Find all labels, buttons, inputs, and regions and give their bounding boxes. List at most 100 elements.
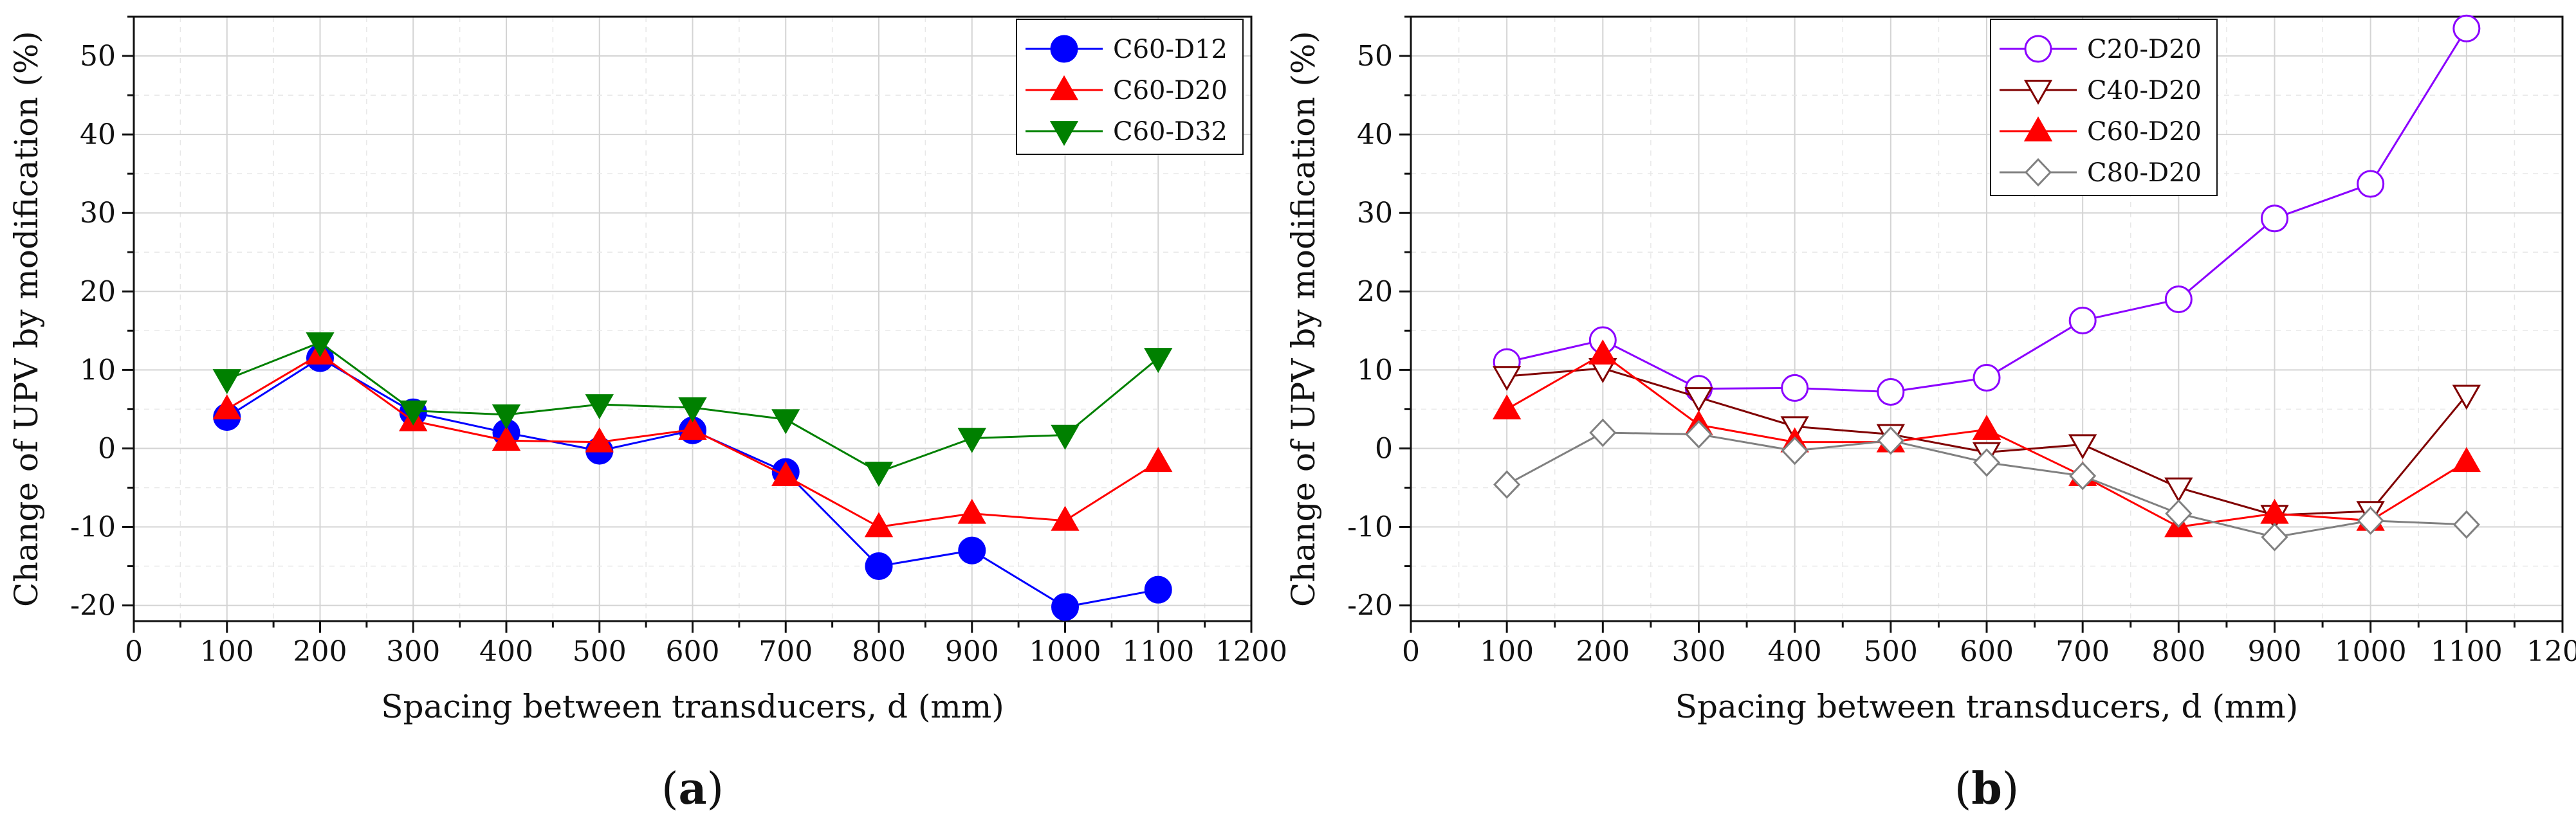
legend-label: C60-D20	[2087, 117, 2202, 147]
data-point	[1051, 424, 1080, 450]
data-point	[2261, 523, 2288, 552]
legend-label: C20-D20	[2087, 35, 2202, 64]
y-axis-label: Change of UPV by modification (%)	[1285, 31, 1322, 607]
data-point	[864, 512, 894, 538]
data-point	[492, 426, 521, 451]
panel-label-open: (	[661, 764, 679, 815]
data-point	[1684, 387, 1713, 413]
x-tick-label: 700	[759, 635, 813, 668]
x-tick-label: 200	[293, 635, 347, 668]
x-tick-label: 100	[1480, 635, 1534, 668]
x-tick-label: 100	[200, 635, 254, 668]
x-tick-label: 1100	[1122, 635, 1194, 668]
x-tick-label: 400	[1768, 635, 1822, 668]
data-point	[585, 427, 614, 453]
data-point	[1492, 394, 1522, 420]
data-point	[1492, 366, 1522, 392]
legend-marker	[2023, 116, 2053, 141]
panel-label-letter: b	[1971, 763, 2002, 815]
series-group	[1492, 14, 2481, 552]
y-tick-label: -20	[1347, 590, 1393, 622]
y-tick-label: 30	[1357, 197, 1393, 230]
legend-marker	[2023, 80, 2053, 105]
x-tick-label: 1200	[2526, 635, 2576, 668]
x-tick-label: 700	[2056, 635, 2110, 668]
x-tick-label: 1100	[2431, 635, 2503, 668]
data-point	[1589, 418, 1617, 448]
data-point	[1972, 415, 2001, 440]
y-axis: -20 -10 0 10 20 30 40 50	[1347, 15, 1411, 622]
data-point	[957, 498, 986, 524]
panel-b: 0100200300400500600700800900100011001200…	[1285, 14, 2576, 815]
data-point	[585, 394, 614, 420]
x-tick-label: 600	[1960, 635, 2014, 668]
x-tick-label: 1000	[1029, 635, 1101, 668]
data-point	[2164, 285, 2193, 313]
y-tick-label: 30	[80, 197, 116, 230]
legend-marker	[2024, 35, 2052, 63]
x-tick-label: 300	[386, 635, 440, 668]
panel-label: (b)	[1955, 763, 2019, 815]
y-tick-label: -10	[1347, 511, 1393, 544]
data-point	[2357, 506, 2384, 535]
panel-label-letter: a	[678, 763, 706, 815]
data-point	[1051, 505, 1080, 531]
y-tick-label: -20	[70, 590, 116, 622]
data-point	[212, 394, 241, 420]
legend-marker	[1049, 121, 1079, 147]
x-axis: 0 100 200 300 400 500 600 700 800 900 1000 1100 1200	[125, 621, 1287, 668]
y-tick-label: 40	[80, 118, 116, 151]
x-tick-label: 900	[2248, 635, 2302, 668]
data-point	[2261, 204, 2288, 233]
legend-marker	[1050, 35, 1078, 63]
legend-label: C40-D20	[2087, 76, 2202, 105]
data-point	[492, 404, 521, 430]
x-tick-label: 900	[945, 635, 999, 668]
legend-marker	[2024, 158, 2052, 187]
legend-label: C60-D20	[1113, 76, 1228, 105]
data-point	[865, 552, 893, 581]
data-point	[2068, 306, 2097, 334]
x-tick-label: 500	[1864, 635, 1918, 668]
panel-a: 0 100 200 300 400 500 600 700 800 900 1000 1100 1200…	[8, 15, 1287, 815]
legend: C60-D12 C60-D20 C60-D32	[1016, 19, 1244, 155]
y-tick-label: 10	[80, 354, 116, 386]
y-tick-label: 40	[1357, 118, 1393, 151]
data-point	[2452, 384, 2481, 410]
data-point	[1973, 448, 2001, 477]
data-point	[2069, 461, 2097, 491]
legend-label: C60-D12	[1113, 35, 1228, 64]
data-point	[1781, 436, 1808, 466]
x-tick-label: 300	[1672, 635, 1726, 668]
legend-marker	[1049, 75, 1079, 100]
y-tick-label: 0	[1375, 432, 1393, 465]
data-point	[864, 462, 894, 487]
series-group	[212, 332, 1173, 621]
data-point	[2164, 477, 2193, 503]
x-tick-label: 200	[1576, 635, 1630, 668]
x-axis-label: Spacing between transducers, d (mm)	[381, 688, 1004, 725]
data-point	[2357, 170, 2385, 198]
grid	[1411, 17, 2562, 621]
panel-label-close: )	[2002, 764, 2019, 815]
y-tick-label: 0	[98, 432, 116, 465]
x-tick-label: 0	[1402, 635, 1420, 668]
y-tick-label: -10	[70, 511, 116, 544]
data-point	[1588, 339, 1617, 365]
legend: C20-D20 C40-D20 C60-D20 C80-D20	[1990, 19, 2218, 196]
series-c20-d20	[1493, 14, 2481, 406]
data-point	[771, 409, 800, 435]
x-tick-label: 600	[666, 635, 720, 668]
data-point	[958, 536, 986, 565]
y-axis: -20 -10 0 10 20 30 40 50	[70, 15, 134, 622]
data-point	[1877, 426, 1904, 455]
data-point	[678, 397, 707, 422]
x-tick-label: 1200	[1215, 635, 1287, 668]
x-tick-label: 1000	[2335, 635, 2407, 668]
data-point	[1144, 348, 1173, 374]
data-point	[1493, 470, 1521, 499]
x-tick-label: 800	[852, 635, 906, 668]
y-tick-label: 20	[80, 275, 116, 308]
panel-label-close: )	[707, 764, 724, 815]
